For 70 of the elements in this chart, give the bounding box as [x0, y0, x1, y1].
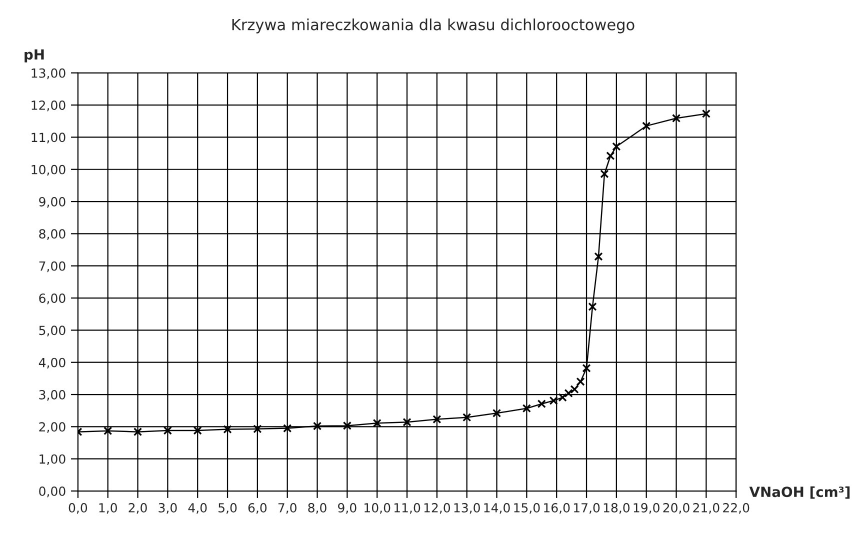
point — [702, 109, 710, 118]
y-tick-label: 2,00 — [39, 422, 66, 433]
x-tick-label: 18,0 — [604, 503, 630, 514]
chart-title: Krzywa miareczkowania dla kwasu dichlorooctowego — [232, 18, 634, 34]
point — [462, 413, 472, 422]
point — [558, 393, 567, 402]
x-tick-label: 20,0 — [663, 503, 690, 514]
x-tick-label: 9,0 — [338, 503, 356, 514]
point — [594, 252, 603, 261]
point — [600, 170, 609, 178]
point — [564, 388, 573, 398]
point — [104, 426, 112, 436]
x-tick-label: 14,0 — [484, 503, 510, 514]
x-tick-label: 19,0 — [634, 503, 660, 514]
x-tick-label: 7,0 — [278, 503, 296, 514]
y-tick-label: 7,00 — [39, 261, 66, 272]
point — [342, 421, 352, 430]
point — [537, 400, 546, 408]
x-tick-label: 5,0 — [218, 503, 237, 514]
point — [576, 377, 585, 386]
y-tick-label: 3,00 — [39, 390, 66, 401]
point — [492, 408, 502, 418]
x-tick-label: 1,0 — [99, 503, 117, 514]
y-tick-label: 5,00 — [39, 326, 66, 336]
point — [223, 424, 232, 434]
x-tick-label: 17,0 — [574, 503, 600, 514]
point — [549, 396, 558, 405]
point — [432, 414, 442, 424]
y-tick-label: 13,00 — [32, 68, 66, 80]
point — [612, 142, 621, 151]
y-tick-label: 8,00 — [39, 229, 66, 240]
x-tick-label: 4,0 — [188, 503, 207, 514]
point — [372, 418, 382, 428]
x-tick-label: 16,0 — [544, 503, 570, 514]
y-axis-title: pH — [24, 49, 44, 62]
point — [283, 424, 292, 433]
x-tick-label: 6,0 — [248, 503, 267, 514]
x-axis-title: VNaOH [cm³] — [749, 486, 850, 499]
x-tick-label: 10,0 — [364, 503, 390, 514]
y-tick-label: 6,00 — [39, 294, 66, 304]
x-tick-label: 11,0 — [394, 503, 420, 514]
point — [672, 114, 681, 123]
point — [312, 422, 322, 430]
y-tick-label: 4,00 — [38, 358, 66, 369]
x-tick-label: 13,0 — [454, 503, 480, 514]
point — [133, 428, 142, 436]
point — [588, 302, 597, 312]
x-tick-label: 3,0 — [158, 503, 177, 514]
x-tick-label: 12,0 — [424, 503, 450, 514]
y-tick-label: 0,00 — [39, 486, 66, 498]
y-tick-label: 10,00 — [32, 164, 66, 176]
point — [570, 385, 579, 394]
y-tick-label: 11,00 — [32, 132, 66, 144]
point — [642, 122, 651, 130]
x-tick-label: 21,0 — [693, 503, 720, 514]
x-tick-label: 15,0 — [514, 503, 540, 514]
x-tick-label: 0,0 — [68, 503, 88, 514]
y-tick-label: 1,00 — [40, 454, 66, 466]
y-tick-label: 12,00 — [32, 100, 66, 112]
point — [522, 404, 531, 413]
y-tick-label: 9,00 — [39, 197, 66, 208]
point — [193, 426, 202, 435]
point — [582, 364, 591, 372]
x-tick-label: 2,0 — [128, 503, 147, 514]
x-tick-label: 22,0 — [723, 503, 750, 514]
point — [606, 152, 615, 160]
point — [253, 424, 262, 434]
point — [163, 426, 172, 435]
x-tick-label: 8,0 — [308, 503, 326, 514]
point — [402, 418, 412, 426]
